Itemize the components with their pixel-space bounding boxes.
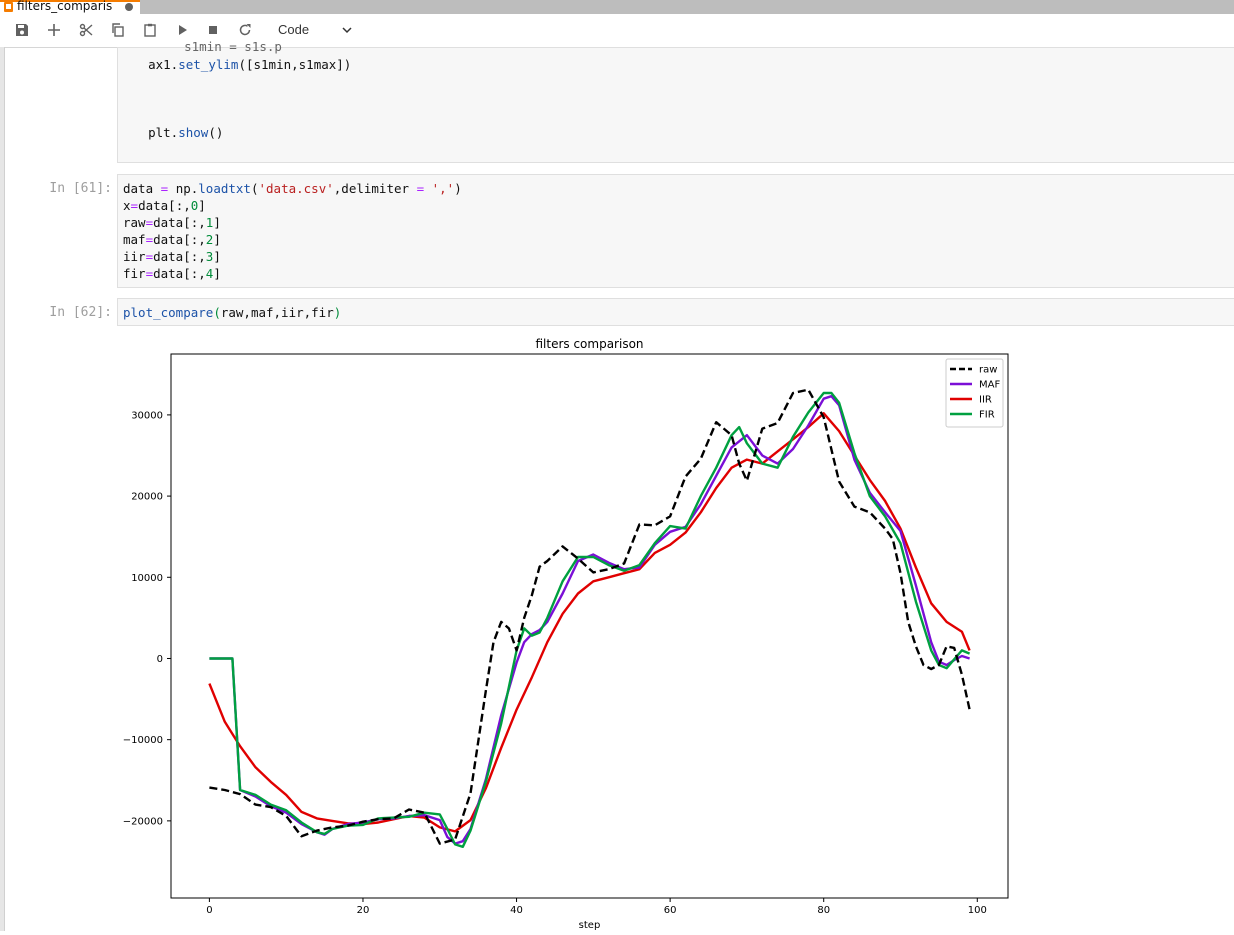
series-line-raw (209, 388, 971, 845)
paste-cell-button[interactable] (140, 20, 160, 40)
scissors-icon (79, 23, 93, 37)
run-cell-button[interactable] (172, 20, 192, 40)
cell-prompt: In [62]: (49, 305, 112, 320)
series-line-iir (208, 412, 971, 833)
plot-area (170, 353, 1009, 899)
x-tick-label: 0 (206, 905, 212, 916)
left-panel-edge (0, 47, 5, 931)
notebook-icon (4, 2, 13, 12)
save-button[interactable] (12, 20, 32, 40)
code-line: s1min = s1s.p (154, 39, 282, 54)
legend-label: IIR (979, 395, 992, 406)
legend-box (945, 358, 1004, 428)
y-tick-label: 10000 (131, 573, 163, 584)
code-line: iir=data[:,3] (123, 249, 221, 264)
legend-label: MAF (979, 380, 1000, 391)
run-icon (179, 25, 187, 35)
y-tick-label: −20000 (123, 816, 163, 827)
copy-cell-button[interactable] (108, 20, 128, 40)
y-tick-label: 0 (157, 654, 163, 665)
copy-icon (112, 23, 124, 37)
code-line: data = np.loadtxt('data.csv',delimiter =… (123, 181, 462, 196)
chevron-down-icon (342, 27, 352, 34)
y-tick-label: 20000 (131, 492, 163, 503)
legend-label: raw (979, 365, 997, 376)
notebook-tab[interactable]: filters_comparis (0, 0, 140, 14)
tab-title: filters_comparis (17, 0, 113, 13)
cell-type-dropdown[interactable]: Code (278, 19, 354, 41)
y-tick-label: 30000 (131, 410, 163, 421)
unsaved-indicator-icon[interactable] (125, 3, 133, 11)
code-line: raw=data[:,1] (123, 215, 221, 230)
series-line-fir (209, 391, 971, 848)
y-tick-label: −10000 (123, 735, 163, 746)
code-cell-62[interactable]: plot_compare(raw,maf,iir,fir) (117, 298, 1234, 326)
code-line: fir=data[:,4] (123, 266, 221, 281)
restart-kernel-button[interactable] (235, 20, 255, 40)
line-chart: filters comparison step 0 20 40 60 80 100 −20000… (123, 337, 1009, 931)
stop-icon (209, 26, 217, 34)
code-line: maf=data[:,2] (123, 232, 221, 247)
x-axis-label: step (579, 920, 601, 931)
cell-prompt: In [61]: (49, 181, 112, 196)
insert-cell-button[interactable] (44, 20, 64, 40)
code-line: x=data[:,0] (123, 198, 206, 213)
chart-title: filters comparison (535, 337, 643, 351)
code-line: plt.show() (118, 125, 224, 140)
save-icon (16, 24, 28, 36)
code-cell-61[interactable]: data = np.loadtxt('data.csv',delimiter =… (117, 174, 1234, 288)
cut-cell-button[interactable] (76, 20, 96, 40)
code-cell-previous[interactable]: s1min = s1s.p ax1.set_ylim([s1min,s1max]… (117, 39, 1234, 163)
legend-label: FIR (979, 410, 995, 421)
x-tick-label: 40 (510, 905, 523, 916)
x-tick-label: 60 (664, 905, 677, 916)
restart-icon (239, 24, 251, 36)
x-tick-label: 20 (357, 905, 370, 916)
x-tick-label: 80 (817, 905, 830, 916)
paste-icon (144, 23, 156, 37)
code-line: plot_compare(raw,maf,iir,fir) (123, 305, 342, 320)
plus-icon (48, 24, 60, 36)
code-line: ax1.set_ylim([s1min,s1max]) (118, 57, 352, 72)
x-tick-label: 100 (968, 905, 987, 916)
cell-output-chart: filters comparison step 0 20 40 60 80 100 −20000… (120, 333, 1020, 931)
tab-bar: filters_comparis (0, 0, 1234, 14)
cell-type-label: Code (278, 22, 310, 37)
interrupt-kernel-button[interactable] (203, 20, 223, 40)
